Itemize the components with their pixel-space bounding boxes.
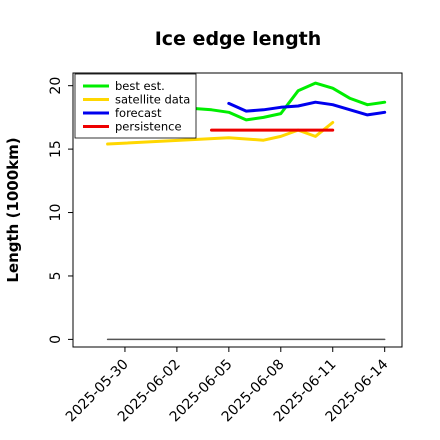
y-tick-label: 15 xyxy=(48,140,64,158)
y-tick-label: 20 xyxy=(48,77,64,95)
plot-area: 051015202025-05-302025-06-022025-06-0520… xyxy=(48,72,403,425)
legend-label: forecast xyxy=(115,106,162,120)
chart-title: Ice edge length xyxy=(155,28,322,50)
legend-label: persistence xyxy=(115,120,182,134)
series-line-forecast xyxy=(227,100,387,117)
y-tick-label: 0 xyxy=(48,335,64,344)
legend-label: best est. xyxy=(115,79,165,93)
legend-label: satellite data xyxy=(115,93,190,107)
plot-frame xyxy=(72,72,403,348)
y-tick-label: 5 xyxy=(48,272,64,281)
series-line-satellite-data xyxy=(106,121,335,146)
y-tick-label: 10 xyxy=(48,204,64,222)
series-line-best-est- xyxy=(192,81,387,122)
y-axis-label: Length (1000km) xyxy=(4,137,22,282)
